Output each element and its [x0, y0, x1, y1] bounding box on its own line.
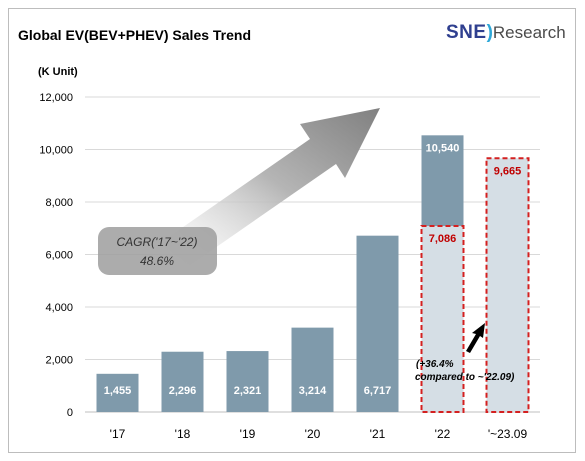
x-tick-label: '18: [175, 427, 191, 441]
x-tick-label: '~23.09: [488, 427, 528, 441]
x-tick-label: '21: [370, 427, 386, 441]
ytd-dashed-outline: [485, 157, 530, 413]
y-tick-label: 10,000: [39, 145, 73, 157]
sne-research-logo: SNE)Research: [446, 22, 566, 44]
x-tick-label: '19: [240, 427, 256, 441]
bar: [356, 235, 399, 412]
y-tick-label: 0: [67, 407, 73, 419]
bar-ytd-part: [421, 225, 464, 412]
y-tick-label: 2,000: [45, 355, 73, 367]
y-tick-label: 4,000: [45, 302, 73, 314]
cagr-value: 48.6%: [140, 254, 174, 268]
bar-value-label: 10,540: [426, 142, 460, 154]
y-tick-label: 8,000: [45, 197, 73, 209]
y-tick-label: 12,000: [39, 92, 73, 104]
bar-value-label: 2,296: [169, 385, 197, 397]
y-tick-label: 6,000: [45, 250, 73, 262]
cagr-box: [98, 227, 217, 275]
x-tick-label: '17: [110, 427, 126, 441]
logo-swoosh-icon: ): [486, 22, 493, 43]
bar-value-label: 1,455: [104, 385, 132, 397]
bar: [226, 351, 269, 412]
bar-value-label: 3,214: [299, 385, 327, 397]
x-tick-label: '20: [305, 427, 321, 441]
bar: [291, 327, 334, 412]
chart-title: Global EV(BEV+PHEV) Sales Trend: [18, 27, 252, 43]
y-axis-unit: (K Unit): [38, 66, 78, 78]
growth-note-line1: (+36.4%: [416, 359, 454, 370]
bar-value-label: 2,321: [234, 385, 262, 397]
bar-ytd: [486, 158, 529, 412]
ytd-value-label: 7,086: [429, 233, 457, 245]
logo-brand: SNE: [446, 22, 487, 43]
bar-value-label: 6,717: [364, 385, 392, 397]
growth-note-line2: compared to ~'22.09): [415, 372, 515, 383]
logo-name: Research: [492, 23, 566, 42]
bar-full-year-part: [421, 135, 464, 226]
bar: [161, 351, 204, 412]
small-up-arrow-icon: [466, 323, 485, 353]
ytd-dashed-outline: [420, 224, 465, 413]
bar: [96, 373, 139, 412]
bar-value-label: 9,665: [494, 165, 522, 177]
cagr-label: CAGR('17~'22): [117, 235, 198, 249]
x-tick-label: '22: [435, 427, 451, 441]
